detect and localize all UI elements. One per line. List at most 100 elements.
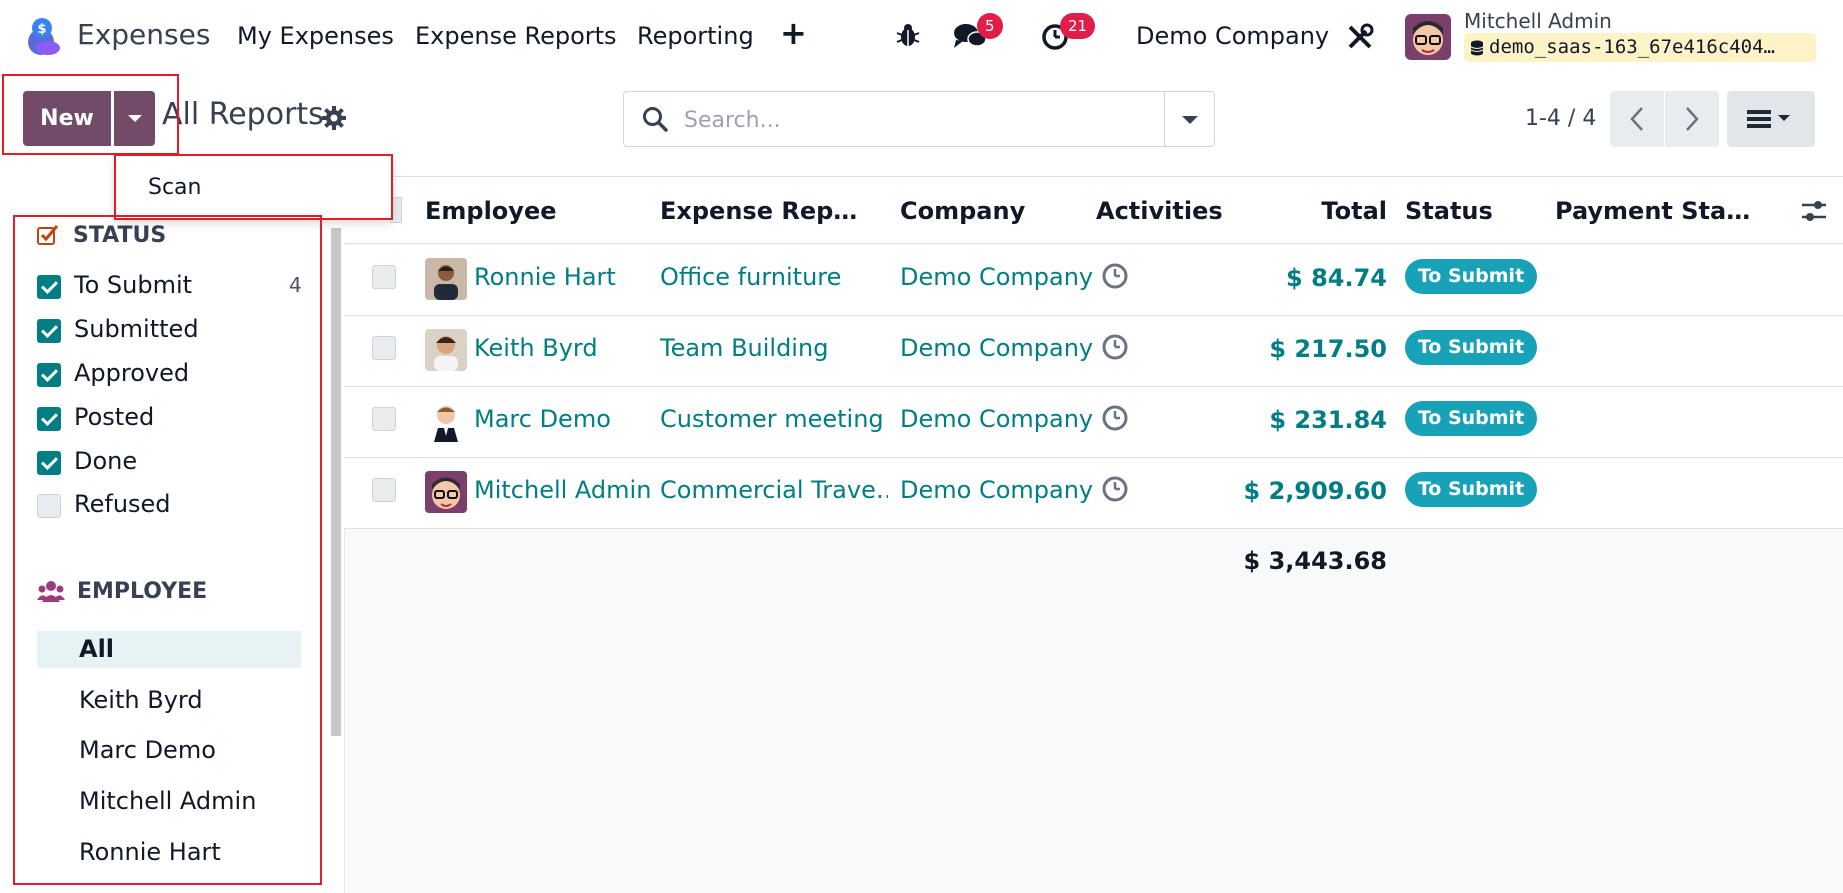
new-dropdown-menu (116, 156, 392, 218)
caret-down-icon (128, 115, 142, 122)
menu-expense-reports[interactable]: Expense Reports (415, 22, 617, 50)
employee-name[interactable]: Ronnie Hart (474, 263, 616, 291)
pager-previous-button[interactable] (1610, 91, 1664, 147)
company-name[interactable]: Demo Company (900, 405, 1094, 433)
top-navbar: $ Expenses My Expenses Expense Reports R… (0, 0, 1843, 72)
gear-icon[interactable] (322, 106, 346, 130)
view-switcher-button[interactable] (1727, 91, 1815, 147)
column-expense-report[interactable]: Expense Rep… (660, 197, 858, 225)
company-name[interactable]: Demo Company (900, 334, 1094, 362)
scan-menu-item[interactable]: Scan (148, 175, 202, 200)
total-amount: $ 231.84 (1269, 406, 1387, 434)
svg-text:$: $ (37, 22, 46, 37)
column-activities[interactable]: Activities (1096, 197, 1223, 225)
table-header: Employee Expense Rep… Company Activities… (344, 176, 1843, 244)
menu-reporting[interactable]: Reporting (637, 22, 754, 50)
pager-next-button[interactable] (1665, 91, 1719, 147)
company-name[interactable]: Demo Company (900, 476, 1094, 504)
search-options-toggle[interactable] (1164, 92, 1214, 146)
pager-value[interactable]: 1-4 / 4 (1525, 106, 1597, 131)
activity-clock-icon[interactable] (1101, 333, 1129, 361)
employee-avatar (425, 471, 467, 513)
list-view-icon (1747, 110, 1790, 128)
report-name[interactable]: Customer meeting (660, 405, 884, 433)
total-amount: $ 217.50 (1269, 335, 1387, 363)
table-row[interactable]: Mitchell Admin Commercial Trave… Demo Co… (344, 458, 1843, 529)
employee-filter-marc-demo[interactable]: Marc Demo (79, 736, 216, 764)
menu-my-expenses[interactable]: My Expenses (237, 22, 394, 50)
table-row[interactable]: Marc Demo Customer meeting Demo Company … (344, 387, 1843, 458)
table-row[interactable]: Ronnie Hart Office furniture Demo Compan… (344, 245, 1843, 316)
checkbox[interactable] (37, 407, 61, 431)
chat-icon[interactable] (953, 22, 987, 50)
employee-filter-all[interactable] (37, 631, 301, 668)
column-company[interactable]: Company (900, 197, 1026, 225)
chat-count-badge: 5 (977, 13, 1003, 39)
checkbox[interactable] (37, 451, 61, 475)
employee-avatar (425, 258, 467, 300)
employee-avatar (425, 329, 467, 371)
report-name[interactable]: Office furniture (660, 263, 842, 291)
checkbox[interactable] (37, 363, 61, 387)
user-name[interactable]: Mitchell Admin (1464, 9, 1612, 33)
search-input[interactable] (684, 105, 1144, 135)
row-checkbox[interactable] (372, 336, 396, 360)
filter-label: Approved (74, 359, 190, 387)
checkbox[interactable] (37, 319, 61, 343)
row-checkbox[interactable] (372, 407, 396, 431)
employee-filter-ronnie-hart[interactable]: Ronnie Hart (79, 838, 221, 866)
plus-icon[interactable]: + (780, 14, 807, 52)
user-avatar[interactable] (1405, 14, 1451, 60)
status-badge: To Submit (1405, 259, 1537, 294)
table-row[interactable]: Keith Byrd Team Building Demo Company $ … (344, 316, 1843, 387)
employee-name[interactable]: Mitchell Admin (474, 476, 652, 504)
debug-tools-icon[interactable] (1346, 23, 1374, 51)
status-badge: To Submit (1405, 401, 1537, 436)
company-name[interactable]: Demo Company (900, 263, 1094, 291)
activity-clock-icon[interactable] (1101, 404, 1129, 432)
optional-columns-icon[interactable] (1800, 198, 1828, 224)
employee-filter-mitchell-admin[interactable]: Mitchell Admin (79, 787, 257, 815)
company-switcher[interactable]: Demo Company (1136, 22, 1330, 50)
bug-icon[interactable] (895, 22, 921, 48)
grand-total: $ 3,443.68 (1243, 547, 1387, 575)
employee-name[interactable]: Keith Byrd (474, 334, 598, 362)
checkbox-list-icon (37, 225, 59, 245)
app-name[interactable]: Expenses (77, 18, 211, 51)
row-checkbox[interactable] (372, 265, 396, 289)
status-badge: To Submit (1405, 472, 1537, 507)
activity-clock-icon[interactable] (1101, 262, 1129, 290)
chevron-left-icon (1630, 107, 1643, 131)
search-bar (623, 91, 1215, 147)
report-name[interactable]: Commercial Trave… (660, 476, 888, 504)
new-dropdown-toggle[interactable] (114, 91, 155, 146)
select-all-checkbox[interactable] (390, 197, 402, 223)
new-button[interactable]: New (23, 91, 111, 146)
expenses-app-logo[interactable]: $ (20, 15, 62, 57)
filter-count: 4 (289, 273, 302, 297)
status-badge: To Submit (1405, 330, 1537, 365)
database-label: demo_saas-163_67e416c404… (1489, 36, 1775, 58)
checkbox[interactable] (37, 494, 61, 518)
filter-label: Posted (74, 403, 155, 431)
sidebar-scrollbar[interactable] (331, 228, 341, 736)
employee-name[interactable]: Marc Demo (474, 405, 611, 433)
database-icon (1470, 40, 1484, 56)
column-payment-status[interactable]: Payment Sta… (1555, 197, 1751, 225)
users-icon (37, 581, 65, 602)
highlight-box-sidebar (13, 215, 322, 885)
employee-filter-all-label[interactable]: All (79, 635, 115, 663)
checkbox[interactable] (37, 275, 61, 299)
report-name[interactable]: Team Building (660, 334, 829, 362)
filter-label: Submitted (74, 315, 199, 343)
row-checkbox[interactable] (372, 478, 396, 502)
total-amount: $ 84.74 (1286, 264, 1387, 292)
column-total[interactable]: Total (1321, 197, 1387, 225)
search-icon (643, 107, 668, 132)
activity-clock-icon[interactable] (1101, 475, 1129, 503)
column-employee[interactable]: Employee (425, 197, 557, 225)
employee-filter-keith-byrd[interactable]: Keith Byrd (79, 686, 203, 714)
filter-label: Done (74, 447, 138, 475)
employee-avatar (425, 400, 467, 442)
column-status[interactable]: Status (1405, 197, 1493, 225)
